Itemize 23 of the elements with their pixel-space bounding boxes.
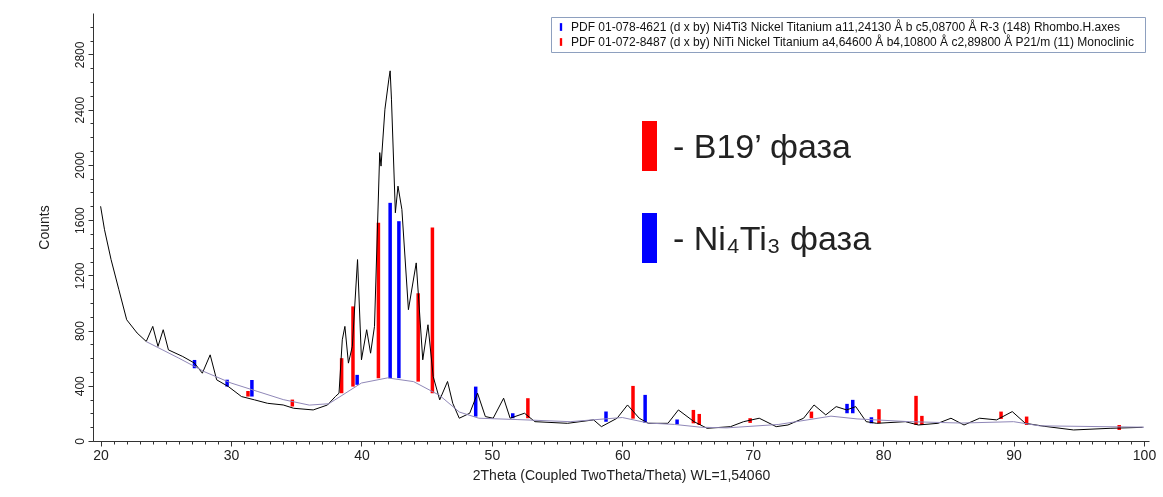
y-tick-label: 0 (72, 437, 87, 445)
y-tick-label: 1200 (72, 262, 87, 290)
x-tick-label: 80 (875, 446, 892, 463)
x-tick-label: 30 (223, 446, 240, 463)
y-tick-label: 2400 (72, 96, 87, 124)
legend-label: PDF 01-078-4621 (d x by) Ni4Ti3 Nickel Titanium a11,24130 Å b c5,08700 Å R-3 (148) Rhombo.H.axes (571, 19, 1120, 34)
y-tick-label: 2800 (72, 41, 87, 69)
x-tick-label: 90 (1006, 446, 1023, 463)
y-tick-label: 800 (72, 320, 87, 342)
x-tick-label: 60 (615, 446, 631, 463)
annotation: - B19’ фаза (673, 126, 852, 166)
x-axis-title: 2Theta (Coupled TwoTheta/Theta) WL=1,54060 (472, 466, 771, 483)
y-tick-label: 2000 (72, 151, 87, 179)
x-tick-label: 20 (93, 446, 110, 463)
x-tick-label: 40 (354, 446, 370, 463)
legend-label: PDF 01-072-8487 (d x by) NiTi Nickel Titanium a4,64600 Å b4,10800 Å c2,89800 Å P21/m (11) Monoclinic (571, 34, 1134, 49)
x-tick-label: 70 (745, 446, 762, 463)
annotation: - Ni₄Ti₃ фаза (673, 218, 872, 258)
x-tick-label: 50 (484, 446, 501, 463)
x-tick-label: 100 (1132, 446, 1157, 463)
y-tick-label: 1600 (72, 206, 87, 234)
y-tick-label: 400 (72, 375, 87, 397)
y-axis-title: Counts (35, 205, 52, 250)
